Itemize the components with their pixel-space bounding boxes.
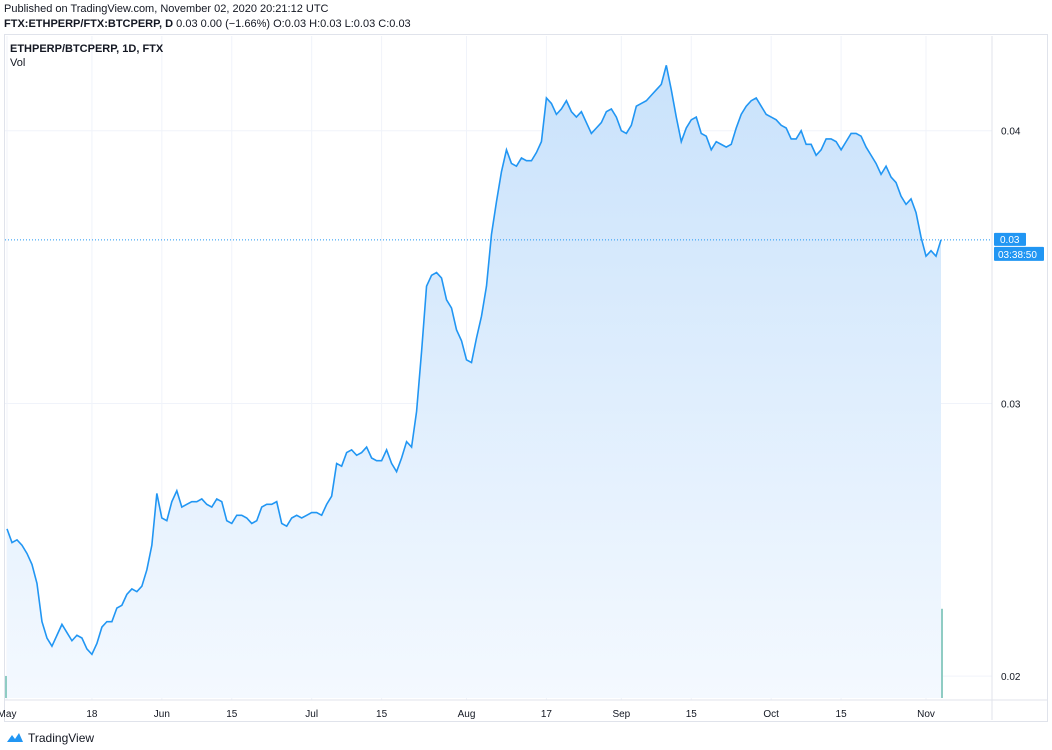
- countdown-label: 03:38:50: [998, 250, 1037, 261]
- price-tag: 0.03 03:38:50: [994, 232, 1044, 261]
- brand-label: TradingView: [28, 731, 95, 745]
- countdown-box: [994, 246, 1044, 261]
- x-tick-label: 18: [86, 709, 98, 720]
- x-tick-label: 15: [226, 709, 238, 720]
- x-tick-label: 17: [541, 709, 553, 720]
- price-area: [7, 65, 941, 698]
- y-axis: 0.02 0.03 0.04: [1001, 127, 1021, 683]
- price-line: [6, 65, 942, 656]
- y-tick-label: 0.04: [1001, 127, 1021, 138]
- symbol-label: FTX:ETHPERP/FTX:BTCPERP, D: [4, 18, 174, 30]
- tradingview-logo-icon: [7, 733, 23, 742]
- published-note: Published on TradingView.com, November 0…: [4, 3, 329, 15]
- symbol-ohlc-line: FTX:ETHPERP/FTX:BTCPERP, D 0.03 0.00 (−1…: [4, 18, 411, 30]
- y-tick-label: 0.03: [1001, 399, 1021, 410]
- x-tick-label: 15: [836, 709, 848, 720]
- chart-frame: [4, 34, 1048, 722]
- price-tag-label: 0.03: [1000, 235, 1020, 246]
- x-axis: May 18 Jun 15 Jul 15 Aug 17 Sep 15 Oct 15 Nov: [0, 709, 935, 720]
- x-tick-label: May: [0, 709, 16, 720]
- ohlc-values: 0.03 0.00 (−1.66%) O:0.03 H:0.03 L:0.03 …: [176, 18, 411, 30]
- y-tick-label: 0.02: [1001, 672, 1021, 683]
- x-tick-label: Jun: [154, 709, 170, 720]
- volume-legend: Vol: [10, 57, 26, 69]
- x-tick-label: Jul: [305, 709, 318, 720]
- tradingview-brand[interactable]: TradingView: [6, 731, 94, 745]
- x-tick-label: Oct: [763, 709, 779, 720]
- x-tick-label: 15: [686, 709, 698, 720]
- x-tick-label: Sep: [612, 709, 630, 720]
- x-tick-label: Nov: [917, 709, 935, 720]
- x-tick-label: Aug: [458, 709, 476, 720]
- x-tick-label: 15: [376, 709, 388, 720]
- chart-legend-title: ETHPERP/BTCPERP, 1D, FTX: [10, 43, 164, 55]
- price-tag-box: [994, 232, 1026, 246]
